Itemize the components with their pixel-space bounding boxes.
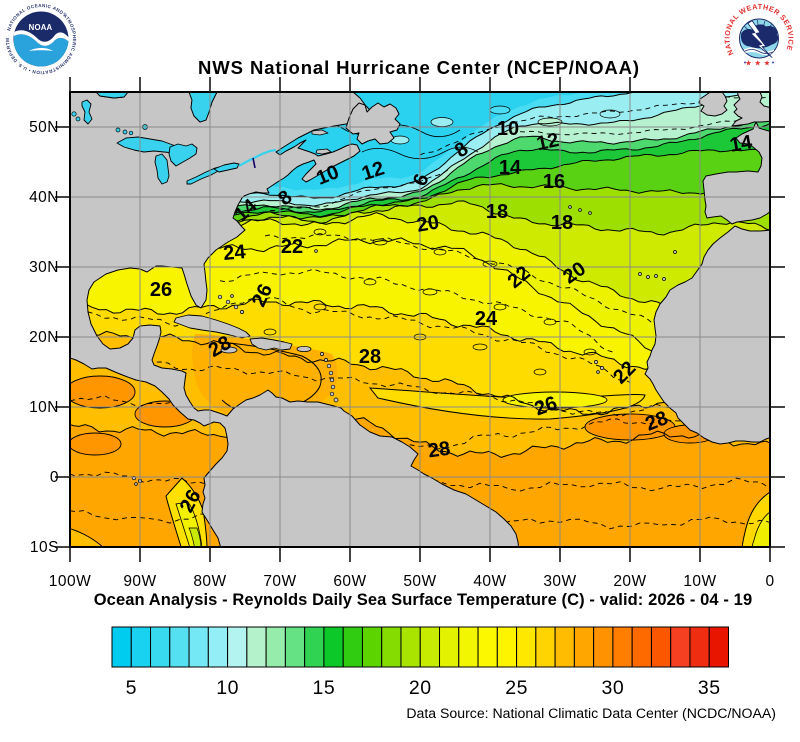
svg-text:®: ®: [63, 11, 67, 17]
svg-text:28: 28: [359, 346, 381, 368]
svg-text:60W: 60W: [333, 573, 366, 590]
svg-text:Data Source: National Climatic: Data Source: National Climatic Data Cent…: [406, 705, 776, 721]
svg-text:30W: 30W: [543, 573, 576, 590]
svg-text:24: 24: [475, 308, 498, 330]
svg-text:16: 16: [543, 171, 565, 193]
svg-text:30: 30: [602, 677, 625, 699]
svg-text:50W: 50W: [403, 573, 436, 590]
svg-text:0: 0: [765, 573, 774, 590]
svg-text:26: 26: [150, 279, 172, 301]
svg-text:20W: 20W: [613, 573, 646, 590]
svg-text:14: 14: [728, 131, 755, 157]
svg-text:70W: 70W: [263, 573, 296, 590]
svg-text:15: 15: [313, 677, 336, 699]
svg-text:10: 10: [216, 677, 239, 699]
svg-text:★★★: ★★★: [745, 59, 773, 68]
svg-text:40N: 40N: [29, 189, 59, 206]
svg-text:0: 0: [50, 469, 59, 486]
svg-text:10: 10: [497, 118, 519, 140]
svg-text:10S: 10S: [30, 539, 59, 556]
svg-text:50N: 50N: [29, 119, 59, 136]
svg-text:35: 35: [698, 677, 721, 699]
svg-text:20N: 20N: [29, 329, 59, 346]
svg-text:30N: 30N: [29, 259, 59, 276]
svg-text:28: 28: [427, 438, 452, 463]
svg-text:20: 20: [415, 211, 441, 237]
svg-text:18: 18: [551, 212, 573, 234]
svg-text:25: 25: [505, 677, 528, 699]
svg-text:18: 18: [486, 201, 508, 223]
svg-text:14: 14: [499, 157, 522, 179]
svg-text:10N: 10N: [29, 399, 59, 416]
svg-text:Ocean Analysis - Reynolds Dail: Ocean Analysis - Reynolds Daily Sea Surf…: [94, 591, 752, 609]
svg-text:20: 20: [409, 677, 432, 699]
svg-text:80W: 80W: [193, 573, 226, 590]
svg-text:NOAA: NOAA: [29, 23, 53, 32]
svg-text:NWS National Hurricane Center: NWS National Hurricane Center (NCEP/NOAA…: [198, 57, 640, 78]
svg-text:40W: 40W: [473, 573, 506, 590]
svg-text:5: 5: [126, 677, 137, 699]
svg-text:90W: 90W: [123, 573, 156, 590]
svg-text:22: 22: [281, 236, 303, 258]
svg-text:10W: 10W: [683, 573, 716, 590]
svg-text:24: 24: [222, 241, 247, 265]
svg-text:100W: 100W: [49, 573, 92, 590]
svg-text:12: 12: [535, 129, 561, 155]
